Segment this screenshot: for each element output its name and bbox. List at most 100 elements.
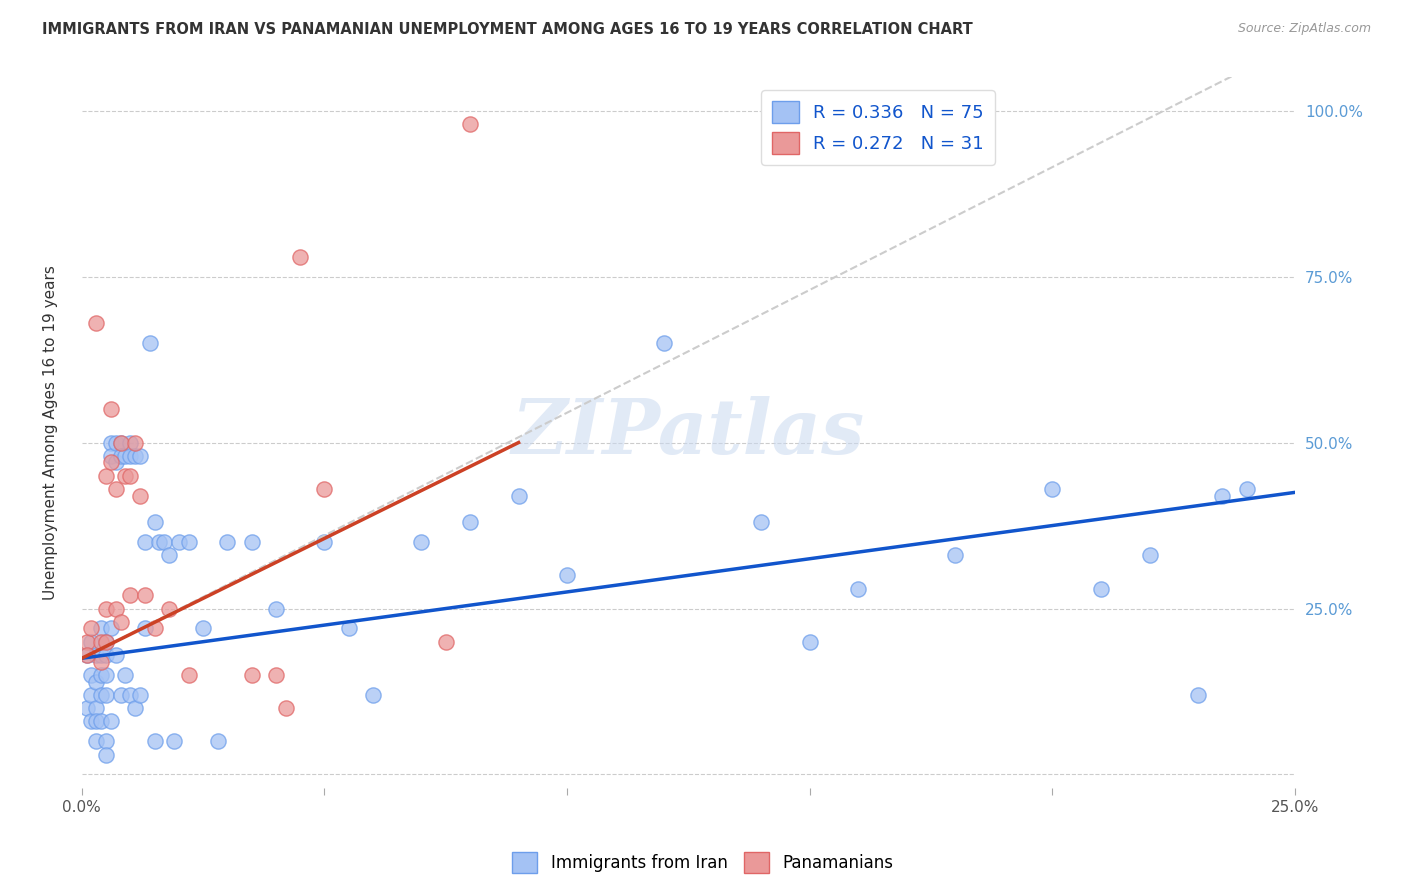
Point: [652, 336, 675, 351]
Text: IMMIGRANTS FROM IRAN VS PANAMANIAN UNEMPLOYMENT AMONG AGES 16 TO 19 YEARS CORREL: IMMIGRANTS FROM IRAN VS PANAMANIAN UNEMP…: [42, 22, 973, 37]
Point: [94, 688, 117, 702]
Point: [1211, 489, 1233, 503]
Text: Source: ZipAtlas.com: Source: ZipAtlas.com: [1237, 22, 1371, 36]
Point: [314, 535, 336, 549]
Point: [120, 688, 142, 702]
Point: [134, 622, 156, 636]
Point: [80, 714, 103, 729]
Point: [84, 714, 107, 729]
Point: [555, 568, 578, 582]
Point: [1139, 549, 1161, 563]
Point: [110, 435, 132, 450]
Point: [90, 668, 112, 682]
Point: [94, 634, 117, 648]
Point: [94, 634, 117, 648]
Point: [90, 714, 112, 729]
Point: [945, 549, 967, 563]
Y-axis label: Unemployment Among Ages 16 to 19 years: Unemployment Among Ages 16 to 19 years: [44, 265, 58, 600]
Point: [90, 655, 112, 669]
Point: [90, 622, 112, 636]
Point: [76, 648, 98, 662]
Point: [138, 336, 160, 351]
Point: [264, 668, 287, 682]
Point: [288, 250, 311, 264]
Point: [110, 615, 132, 629]
Point: [458, 117, 481, 131]
Point: [94, 648, 117, 662]
Point: [104, 435, 127, 450]
Point: [337, 622, 360, 636]
Point: [799, 634, 821, 648]
Point: [110, 449, 132, 463]
Point: [749, 515, 772, 529]
Point: [167, 535, 190, 549]
Point: [114, 468, 136, 483]
Point: [104, 482, 127, 496]
Point: [177, 668, 200, 682]
Point: [114, 449, 136, 463]
Legend: Immigrants from Iran, Panamanians: Immigrants from Iran, Panamanians: [506, 846, 900, 880]
Point: [143, 734, 166, 748]
Point: [90, 688, 112, 702]
Point: [124, 435, 146, 450]
Point: [94, 601, 117, 615]
Point: [94, 734, 117, 748]
Point: [80, 668, 103, 682]
Point: [314, 482, 336, 496]
Point: [191, 622, 214, 636]
Point: [240, 535, 263, 549]
Legend: R = 0.336   N = 75, R = 0.272   N = 31: R = 0.336 N = 75, R = 0.272 N = 31: [761, 90, 995, 165]
Point: [76, 634, 98, 648]
Point: [110, 688, 132, 702]
Point: [100, 714, 122, 729]
Point: [90, 648, 112, 662]
Point: [143, 515, 166, 529]
Point: [129, 489, 152, 503]
Point: [134, 535, 156, 549]
Point: [124, 701, 146, 715]
Point: [84, 648, 107, 662]
Point: [157, 549, 180, 563]
Point: [134, 588, 156, 602]
Point: [100, 455, 122, 469]
Point: [90, 634, 112, 648]
Point: [157, 601, 180, 615]
Point: [434, 634, 457, 648]
Point: [129, 688, 152, 702]
Point: [124, 449, 146, 463]
Point: [84, 734, 107, 748]
Point: [1042, 482, 1064, 496]
Point: [120, 468, 142, 483]
Point: [76, 648, 98, 662]
Point: [104, 648, 127, 662]
Point: [80, 634, 103, 648]
Point: [110, 435, 132, 450]
Point: [1090, 582, 1112, 596]
Point: [361, 688, 384, 702]
Point: [104, 601, 127, 615]
Point: [120, 435, 142, 450]
Point: [120, 449, 142, 463]
Point: [80, 622, 103, 636]
Point: [264, 601, 287, 615]
Point: [84, 674, 107, 689]
Point: [207, 734, 229, 748]
Point: [274, 701, 297, 715]
Point: [1187, 688, 1209, 702]
Point: [217, 535, 239, 549]
Point: [846, 582, 869, 596]
Point: [94, 668, 117, 682]
Point: [94, 747, 117, 762]
Point: [143, 622, 166, 636]
Point: [80, 688, 103, 702]
Text: ZIPatlas: ZIPatlas: [512, 395, 865, 469]
Point: [163, 734, 186, 748]
Point: [120, 588, 142, 602]
Point: [148, 535, 170, 549]
Point: [458, 515, 481, 529]
Point: [100, 622, 122, 636]
Point: [100, 449, 122, 463]
Point: [240, 668, 263, 682]
Point: [100, 435, 122, 450]
Point: [508, 489, 530, 503]
